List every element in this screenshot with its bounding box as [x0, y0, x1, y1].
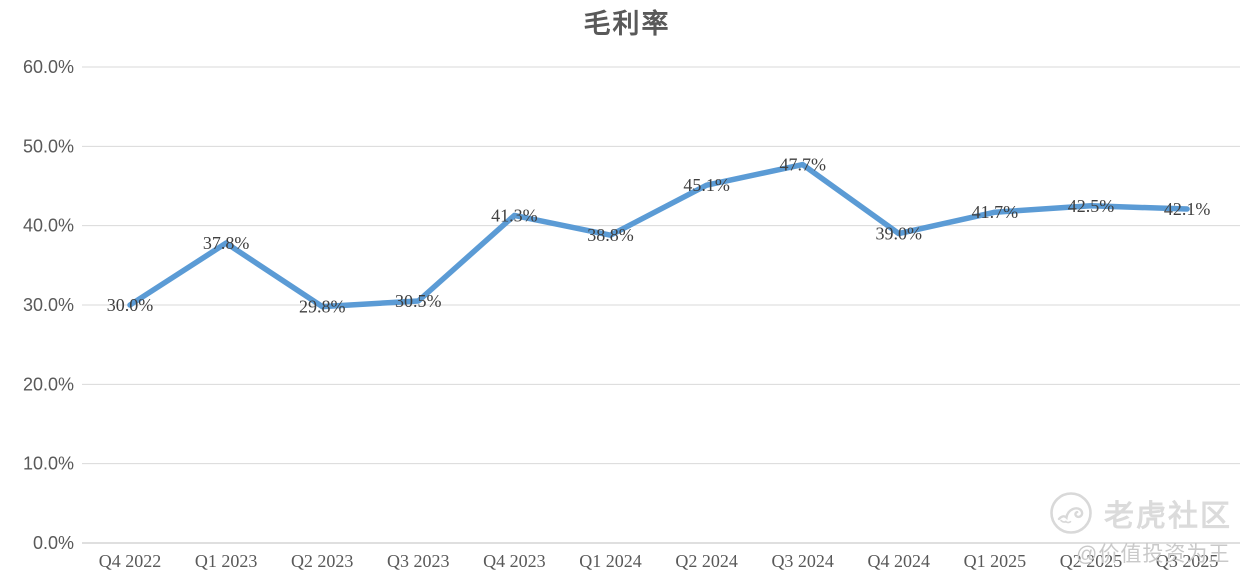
data-point-label: 30.0% — [107, 295, 154, 315]
data-point-label: 38.8% — [587, 225, 634, 245]
x-axis-tick-label: Q4 2022 — [99, 551, 162, 571]
x-axis-tick-label: Q3 2025 — [1156, 551, 1219, 571]
data-point-label: 29.8% — [299, 297, 346, 317]
data-point-label: 42.1% — [1164, 199, 1211, 219]
y-axis-tick-label: 0.0% — [33, 533, 74, 553]
data-point-label: 41.7% — [972, 202, 1019, 222]
x-axis-tick-label: Q2 2024 — [675, 551, 738, 571]
x-axis-tick-label: Q1 2023 — [195, 551, 258, 571]
x-axis-tick-label: Q4 2024 — [868, 551, 931, 571]
y-axis-tick-label: 10.0% — [23, 454, 74, 474]
gross-margin-series-line — [127, 161, 1190, 310]
data-point-label: 45.1% — [683, 175, 730, 195]
data-point-label: 41.3% — [491, 205, 538, 225]
x-axis-tick-label: Q3 2024 — [771, 551, 834, 571]
y-axis-tick-label: 50.0% — [23, 136, 74, 156]
y-axis-tick-label: 30.0% — [23, 295, 74, 315]
x-axis-tick-label: Q4 2023 — [483, 551, 546, 571]
data-point-label: 42.5% — [1068, 196, 1115, 216]
x-axis-tick-label: Q1 2024 — [579, 551, 642, 571]
data-point-label: 47.7% — [779, 155, 826, 175]
data-point-label: 39.0% — [876, 224, 923, 244]
data-point-label: 30.5% — [395, 291, 442, 311]
x-axis-tick-label: Q2 2025 — [1060, 551, 1123, 571]
x-axis-tick-label: Q3 2023 — [387, 551, 450, 571]
y-axis-tick-label: 20.0% — [23, 374, 74, 394]
data-point-label: 37.8% — [203, 233, 250, 253]
y-axis-tick-label: 40.0% — [23, 216, 74, 236]
x-axis-tick-label: Q2 2023 — [291, 551, 354, 571]
y-axis-tick-label: 60.0% — [23, 57, 74, 77]
x-axis-tick-label: Q1 2025 — [964, 551, 1027, 571]
chart-title: 毛利率 — [583, 9, 671, 39]
